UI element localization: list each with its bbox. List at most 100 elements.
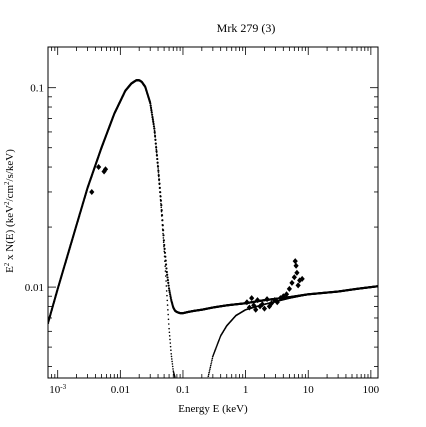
model-point bbox=[165, 280, 167, 282]
y-axis-label-end: /s/keV) bbox=[4, 149, 16, 182]
model-point bbox=[161, 224, 164, 227]
model-point bbox=[172, 368, 174, 370]
model-point bbox=[165, 285, 168, 287]
x-axis-label: Energy E (keV) bbox=[178, 403, 248, 415]
model-point bbox=[153, 131, 156, 134]
model-point bbox=[150, 111, 153, 114]
model-point bbox=[162, 229, 165, 232]
y-axis-label: E2 x N(E) (keV2/cm2/s/keV) bbox=[3, 149, 16, 273]
model-point bbox=[151, 113, 154, 116]
model-point bbox=[153, 134, 157, 138]
model-point bbox=[152, 125, 156, 128]
data-point bbox=[292, 258, 298, 265]
model-point bbox=[149, 102, 152, 105]
model-point bbox=[167, 313, 169, 316]
model-point bbox=[169, 345, 172, 348]
x-tick-label: 10 bbox=[303, 384, 315, 396]
y-tick-label: 0.01 bbox=[25, 282, 44, 294]
data-point bbox=[268, 300, 275, 307]
data-point bbox=[249, 295, 255, 302]
model-point bbox=[166, 279, 169, 282]
data-point bbox=[266, 303, 273, 310]
data-point bbox=[257, 303, 263, 310]
model-point bbox=[169, 342, 172, 344]
model-point bbox=[211, 355, 214, 358]
model-point bbox=[157, 168, 159, 170]
model-point bbox=[154, 138, 157, 141]
model-point bbox=[166, 273, 169, 276]
model-point bbox=[153, 127, 156, 130]
model-point bbox=[170, 349, 172, 352]
model-point bbox=[171, 360, 173, 363]
model-point bbox=[209, 368, 211, 370]
model-point bbox=[158, 186, 161, 189]
model-point bbox=[151, 116, 154, 119]
model-point bbox=[163, 243, 166, 247]
model-point bbox=[209, 366, 212, 369]
y-tick-label: 0.1 bbox=[30, 83, 44, 95]
model-point bbox=[164, 275, 167, 277]
y-axis-label-base: E bbox=[4, 266, 16, 273]
model-point bbox=[210, 361, 213, 363]
model-point bbox=[167, 284, 170, 287]
model-point bbox=[160, 214, 164, 217]
model-point bbox=[150, 109, 153, 112]
model-point bbox=[164, 255, 167, 258]
model-point bbox=[159, 191, 162, 194]
model-point bbox=[163, 247, 166, 251]
data-point bbox=[297, 277, 303, 284]
data-point bbox=[295, 282, 301, 289]
model-point bbox=[169, 293, 172, 296]
data-point bbox=[259, 301, 265, 308]
series-disk-blackbody bbox=[48, 79, 176, 378]
model-point bbox=[208, 370, 211, 372]
plot-frame bbox=[47, 46, 379, 379]
data-point bbox=[244, 299, 250, 306]
model-point bbox=[155, 154, 158, 157]
model-point bbox=[169, 294, 172, 298]
data-point bbox=[254, 297, 261, 304]
model-point bbox=[162, 232, 164, 235]
model-point bbox=[157, 175, 160, 178]
data-point bbox=[274, 299, 280, 306]
model-point bbox=[167, 318, 170, 321]
x-tick-label: 10-3 bbox=[49, 383, 66, 396]
x-tick-label: 0.1 bbox=[176, 384, 190, 396]
data-point bbox=[293, 262, 299, 269]
y-axis-label-sup1: 2 bbox=[3, 262, 11, 266]
model-point bbox=[153, 129, 156, 132]
data-point bbox=[251, 302, 257, 309]
model-point bbox=[170, 355, 173, 358]
model-point bbox=[152, 120, 155, 123]
model-point bbox=[155, 151, 158, 154]
model-point bbox=[168, 291, 171, 294]
model-point bbox=[164, 259, 167, 262]
model-point bbox=[149, 106, 153, 110]
model-point bbox=[159, 199, 163, 202]
data-point bbox=[286, 285, 292, 292]
data-point bbox=[96, 164, 102, 171]
data-point bbox=[289, 279, 295, 286]
model-point bbox=[158, 182, 161, 185]
model-point bbox=[210, 362, 212, 365]
model-point bbox=[170, 353, 173, 355]
x-tick-label: 0.01 bbox=[111, 384, 130, 396]
y-axis-label-mid2: /cm bbox=[4, 185, 16, 202]
model-point bbox=[160, 203, 163, 207]
model-point bbox=[154, 142, 157, 145]
model-point bbox=[169, 296, 172, 300]
model-point bbox=[167, 309, 169, 311]
model-point bbox=[163, 250, 166, 253]
chart-title: Mrk 279 (3) bbox=[217, 21, 276, 35]
model-point bbox=[207, 375, 210, 378]
model-point bbox=[209, 364, 212, 367]
model-point bbox=[167, 281, 170, 284]
data-point bbox=[299, 275, 305, 282]
model-point bbox=[164, 265, 166, 267]
model-point bbox=[162, 237, 165, 239]
model-point bbox=[167, 323, 170, 325]
axis-ticks: 10-3 0.01 0.1 1 10 100 0.01 0.1 bbox=[25, 47, 380, 396]
model-point bbox=[149, 104, 152, 107]
model-point bbox=[168, 289, 171, 292]
